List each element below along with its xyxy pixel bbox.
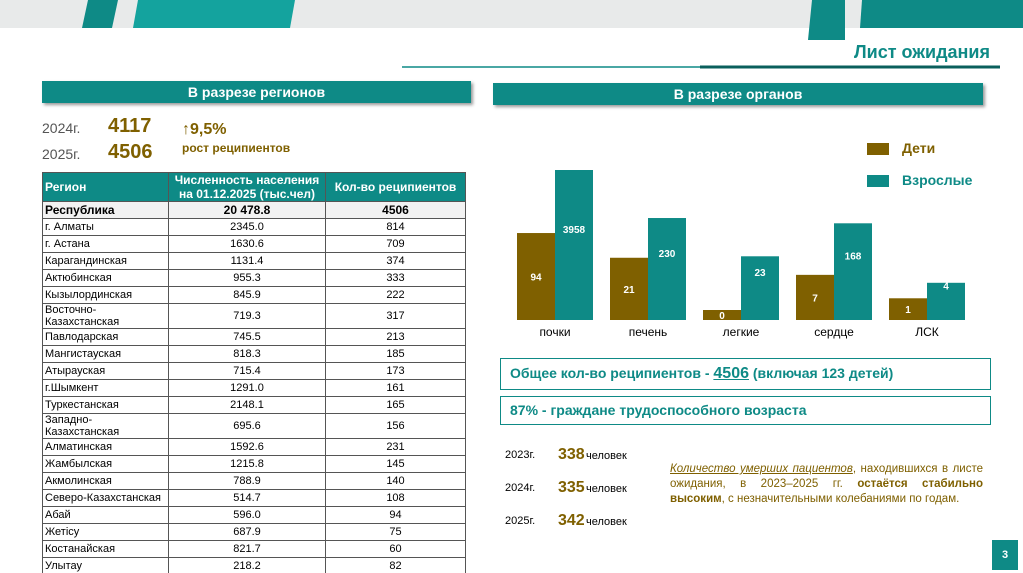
table-cell: Актюбинская <box>42 269 169 287</box>
table-cell: 818.3 <box>168 345 326 363</box>
x-tick-label: сердце <box>814 325 854 339</box>
column-header: Численность населения на 01.12.2025 (тыс… <box>168 172 326 202</box>
bar-label: 23 <box>754 268 766 279</box>
growth-label: рост реципиентов <box>182 141 291 155</box>
legend-swatch <box>867 143 889 155</box>
table-cell: Улытау <box>42 557 169 573</box>
table-row: Актюбинская 955.3 333 <box>42 269 466 287</box>
bar-label: 4 <box>943 281 949 292</box>
table-row: Республика 20 478.8 4506 <box>42 201 466 219</box>
death-year: 2023г. <box>505 449 536 461</box>
section-banner: В разрезе органов <box>493 83 983 105</box>
bar <box>610 257 648 320</box>
table-cell: г.Шымкент <box>42 379 169 397</box>
table-row: Западно-Казахстанская 695.6 156 <box>42 413 466 439</box>
table-cell: Кызылординская <box>42 286 169 304</box>
table-cell: 82 <box>325 557 466 573</box>
death-unit: человек <box>586 450 627 462</box>
bar <box>517 233 555 320</box>
total-suffix: (включая 123 детей) <box>752 365 894 381</box>
bar <box>741 256 779 320</box>
table-cell: 333 <box>325 269 466 287</box>
bar-label: 7 <box>812 293 818 304</box>
bar-label: 3958 <box>563 225 586 236</box>
year-value: 4117 <box>108 115 152 137</box>
table-row: Улытау 218.2 82 <box>42 557 466 573</box>
section-banner: В разрезе регионов <box>42 81 471 103</box>
table-row: Жамбылская 1215.8 145 <box>42 455 466 473</box>
table-row: Мангистауская 818.3 185 <box>42 345 466 363</box>
column-header: Регион <box>42 172 169 202</box>
total-box: Общее кол-во реципиентов - 4506 (включая… <box>500 358 991 390</box>
death-unit: человек <box>586 516 627 528</box>
death-value: 342 <box>558 512 585 529</box>
table-row: Костанайская 821.7 60 <box>42 540 466 558</box>
table-cell: Республика <box>42 201 169 219</box>
year-value: 4506 <box>108 141 153 163</box>
x-tick-label: легкие <box>723 325 760 339</box>
bar-label: 230 <box>659 249 676 260</box>
table-row: Туркестанская 2148.1 165 <box>42 396 466 414</box>
table-cell: 1630.6 <box>168 235 326 253</box>
legend-label: Взрослые <box>902 172 973 188</box>
note-middle: , находившихся в листе ожидания, в 2023–… <box>670 463 983 490</box>
death-year: 2024г. <box>505 482 536 494</box>
x-tick-label: почки <box>539 325 570 339</box>
table-cell: 596.0 <box>168 506 326 524</box>
table-row: Акмолинская 788.9 140 <box>42 472 466 490</box>
x-tick-label: ЛСК <box>915 325 939 339</box>
bar-label: 0 <box>719 311 725 322</box>
legend-label: Дети <box>902 140 935 156</box>
death-value: 338 <box>558 446 585 463</box>
total-value: 4506 <box>713 365 749 382</box>
bar <box>555 170 593 320</box>
table-cell: 140 <box>325 472 466 490</box>
note-lead: Количество умерших пациентов <box>670 463 853 475</box>
header-row: Регион Численность населения на 01.12.202… <box>42 172 466 202</box>
table-cell: Карагандинская <box>42 252 169 270</box>
bar-label: 21 <box>623 285 635 296</box>
total-prefix: Общее кол-во реципиентов - <box>510 365 710 381</box>
table-cell: 185 <box>325 345 466 363</box>
year-label: 2025г. <box>42 146 81 162</box>
page-number: 3 <box>992 540 1018 570</box>
slide-title: Лист ожидания <box>854 42 990 62</box>
growth: ↑9,5% <box>182 121 227 138</box>
death-unit: человек <box>586 483 627 495</box>
bar-label: 94 <box>530 273 542 284</box>
bar-label: 168 <box>845 252 862 263</box>
note-tail: , с незначительными колебаниями по годам… <box>721 493 960 505</box>
death-year: 2025г. <box>505 515 536 527</box>
table-row: Павлодарская 745.5 213 <box>42 328 466 346</box>
note-bold: остаётся стабильно высоким <box>670 478 983 505</box>
table-cell: Западно-Казахстанская <box>42 413 169 439</box>
table-row: г. Алматы 2345.0 814 <box>42 218 466 236</box>
bar <box>796 274 834 320</box>
table-row: Карагандинская 1131.4 374 <box>42 252 466 270</box>
x-tick-label: печень <box>629 325 668 339</box>
bar <box>703 310 741 320</box>
bar <box>834 223 872 320</box>
bar-label: 1 <box>905 305 911 316</box>
bar <box>889 298 927 320</box>
working-age-box: 87% - граждане трудоспособного возраста <box>500 396 991 425</box>
death-value: 335 <box>558 479 585 496</box>
year-label: 2024г. <box>42 120 81 136</box>
deaths-note: Количество умерших пациентов, находивших… <box>670 462 983 507</box>
bar <box>648 218 686 320</box>
region-table: Регион Численность населения на 01.12.202… <box>42 172 466 573</box>
legend-swatch <box>867 175 889 187</box>
table-cell: 1592.6 <box>168 438 326 456</box>
bar <box>927 282 965 320</box>
